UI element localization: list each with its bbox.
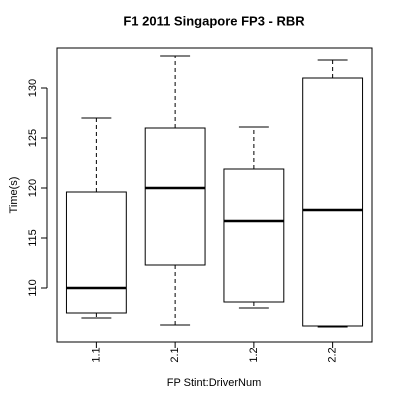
box (144, 127, 206, 266)
chart-title: F1 2011 Singapore FP3 - RBR (123, 13, 305, 28)
y-tick-label: 115 (27, 229, 39, 247)
box (302, 77, 364, 327)
x-tick-label: 1.1 (90, 347, 102, 362)
x-tick-label: 1.2 (248, 347, 260, 362)
y-tick-label: 110 (27, 279, 39, 297)
box (223, 168, 285, 303)
plot-frame (56, 47, 373, 343)
y-tick-label: 130 (27, 79, 39, 97)
y-tick-label: 120 (27, 179, 39, 197)
x-tick-label: 2.2 (327, 347, 339, 362)
y-tick-label: 125 (27, 129, 39, 147)
x-tick-label: 2.1 (169, 347, 181, 362)
y-axis-label: Time(s) (8, 177, 20, 214)
x-axis-label: FP Stint:DriverNum (167, 377, 262, 389)
box (65, 191, 127, 314)
